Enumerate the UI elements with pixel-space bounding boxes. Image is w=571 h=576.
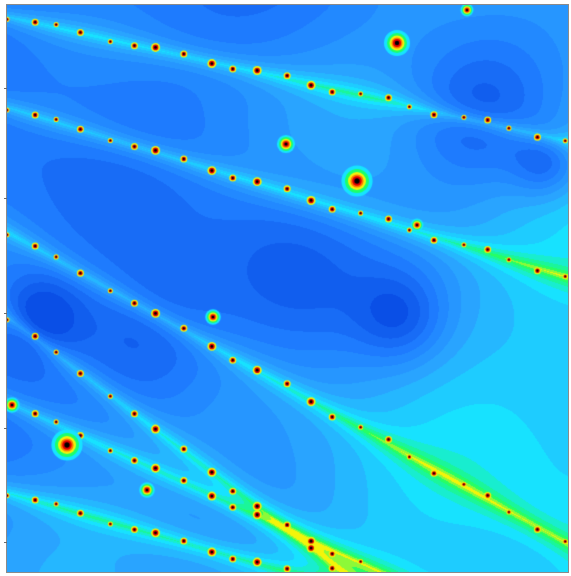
fractal-image <box>7 5 568 572</box>
fractal-image-frame <box>6 4 569 573</box>
axis-tick <box>4 198 7 199</box>
axis-tick <box>4 542 7 543</box>
axis-tick <box>4 313 7 314</box>
axis-tick <box>4 428 7 429</box>
axis-tick <box>4 88 7 89</box>
